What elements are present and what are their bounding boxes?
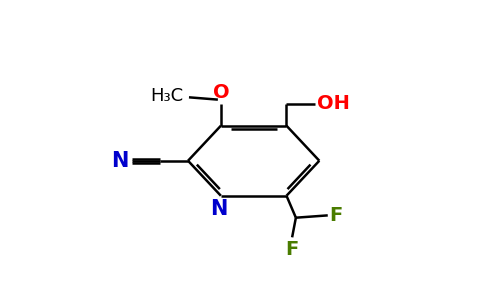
- Text: O: O: [213, 83, 230, 102]
- Text: N: N: [111, 151, 129, 171]
- Text: F: F: [286, 240, 299, 259]
- Text: N: N: [210, 199, 227, 218]
- Text: H₃C: H₃C: [150, 87, 183, 105]
- Text: OH: OH: [317, 94, 349, 113]
- Text: F: F: [330, 206, 343, 225]
